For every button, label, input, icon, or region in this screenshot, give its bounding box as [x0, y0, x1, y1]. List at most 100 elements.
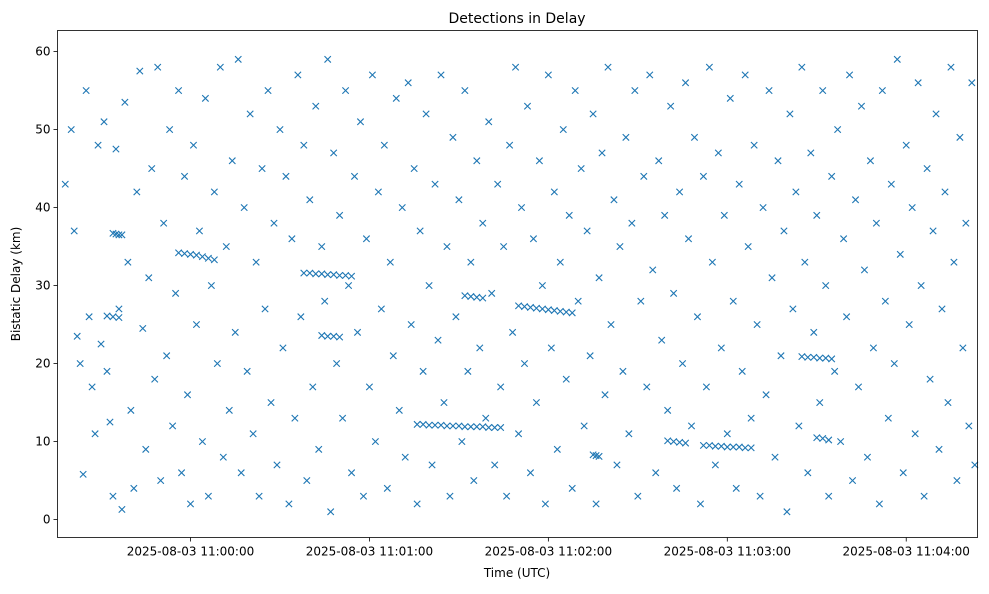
y-tick-label: 20	[35, 357, 50, 371]
data-point-marker	[529, 235, 538, 243]
data-point-marker	[544, 306, 552, 314]
y-tick-label: 60	[35, 45, 50, 59]
data-point-marker	[538, 305, 546, 313]
data-point-marker	[857, 102, 866, 110]
data-point-marker	[953, 476, 961, 485]
data-point-marker	[446, 492, 454, 500]
data-point-marker	[449, 133, 457, 141]
data-point-marker	[687, 422, 696, 430]
data-point-marker	[303, 476, 311, 485]
data-point-marker	[249, 430, 257, 438]
data-point-marker	[556, 307, 564, 315]
data-point-marker	[741, 71, 749, 79]
data-point-marker	[646, 71, 654, 79]
data-point-marker	[625, 430, 633, 438]
data-point-marker	[473, 157, 481, 165]
x-tick-label: 2025-08-03 11:03:00	[664, 545, 791, 559]
data-point-marker	[172, 289, 180, 297]
data-point-marker	[306, 269, 314, 277]
data-point-marker	[670, 437, 678, 446]
data-point-marker	[816, 398, 824, 407]
data-point-marker	[91, 430, 99, 438]
data-point-marker	[85, 313, 93, 321]
data-point-marker	[458, 437, 466, 446]
data-point-marker	[613, 461, 621, 469]
data-point-marker	[428, 461, 436, 469]
data-point-marker	[511, 63, 520, 71]
data-point-marker	[261, 305, 269, 313]
data-point-marker	[461, 86, 469, 95]
data-point-marker	[503, 492, 511, 500]
data-point-marker	[392, 94, 400, 102]
data-point-marker	[494, 180, 502, 188]
data-point-marker	[890, 359, 898, 368]
data-point-marker	[520, 303, 529, 311]
data-point-marker	[500, 242, 508, 251]
data-point-marker	[965, 422, 973, 430]
data-point-marker	[315, 445, 323, 453]
data-point-marker	[350, 172, 359, 180]
data-point-marker	[628, 219, 636, 227]
data-point-marker	[726, 94, 734, 102]
data-point-marker	[553, 445, 561, 453]
data-point-marker	[514, 302, 523, 310]
data-point-marker	[789, 305, 797, 313]
data-point-marker	[204, 254, 212, 262]
data-point-marker	[702, 383, 711, 391]
data-point-marker	[720, 211, 728, 219]
data-point-marker	[151, 375, 159, 383]
data-point-marker	[163, 352, 171, 360]
data-point-marker	[959, 344, 967, 352]
data-point-marker	[902, 141, 910, 149]
data-point-marker	[926, 375, 934, 383]
y-axis: 0 10 20 30 40 50 60	[35, 45, 58, 527]
data-point-marker	[431, 421, 439, 429]
data-point-marker	[911, 430, 919, 438]
data-point-marker	[848, 476, 857, 485]
data-point-marker	[759, 203, 767, 212]
data-point-marker	[705, 63, 713, 71]
data-points	[61, 55, 979, 516]
data-point-marker	[401, 453, 409, 461]
data-point-marker	[449, 422, 457, 430]
data-point-marker	[210, 256, 218, 264]
data-point-marker	[622, 133, 630, 141]
data-point-marker	[804, 353, 812, 361]
x-tick-label: 2025-08-03 11:04:00	[842, 545, 969, 559]
data-point-marker	[690, 133, 699, 141]
data-point-marker	[76, 359, 84, 368]
data-point-marker	[834, 125, 842, 134]
data-point-marker	[747, 444, 755, 452]
data-point-marker	[607, 320, 615, 329]
data-point-marker	[479, 219, 487, 227]
data-point-marker	[344, 281, 353, 290]
data-point-marker	[914, 79, 922, 87]
data-point-marker	[386, 258, 394, 266]
data-point-marker	[434, 336, 442, 344]
data-point-marker	[523, 102, 532, 110]
data-point-marker	[842, 313, 851, 321]
data-point-marker	[783, 508, 791, 516]
data-point-marker	[708, 258, 716, 266]
data-point-marker	[875, 500, 883, 508]
data-point-marker	[798, 63, 806, 71]
data-point-marker	[115, 305, 123, 313]
data-point-marker	[851, 196, 860, 204]
data-point-marker	[482, 414, 490, 422]
data-point-marker	[198, 437, 207, 446]
data-point-marker	[577, 164, 585, 173]
data-point-marker	[404, 79, 412, 87]
data-point-marker	[237, 469, 245, 477]
data-point-marker	[616, 242, 624, 251]
data-point-marker	[461, 423, 469, 431]
data-point-marker	[291, 414, 299, 422]
data-point-marker	[312, 270, 320, 278]
data-point-marker	[413, 420, 421, 428]
data-point-marker	[464, 367, 472, 375]
data-point-marker	[610, 196, 618, 204]
data-point-marker	[604, 63, 612, 71]
data-point-marker	[359, 492, 368, 500]
data-point-marker	[896, 250, 904, 258]
data-point-marker	[300, 141, 308, 149]
data-point-marker	[82, 86, 90, 95]
